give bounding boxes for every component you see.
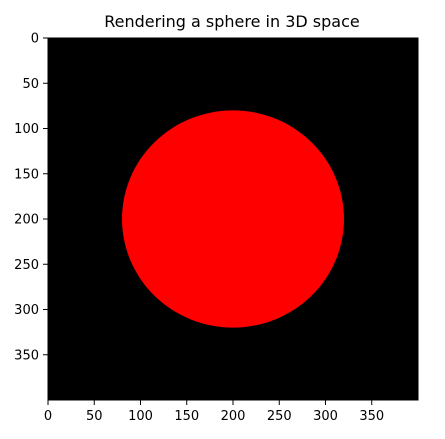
x-tick-label: 250 xyxy=(267,409,292,424)
y-axis: 0 50 100 150 200 250 300 350 xyxy=(14,32,48,363)
x-tick-label: 50 xyxy=(86,409,103,424)
plot-area xyxy=(47,37,419,401)
y-tick-label: 300 xyxy=(14,303,39,318)
y-tick-label: 200 xyxy=(14,213,39,228)
x-tick-label: 150 xyxy=(174,409,199,424)
x-tick-label: 0 xyxy=(44,409,52,424)
y-tick-label: 100 xyxy=(14,122,39,137)
y-tick-label: 250 xyxy=(14,258,39,273)
y-tick-label: 0 xyxy=(31,32,39,47)
x-tick-label: 200 xyxy=(221,409,246,424)
x-axis: 0 50 100 150 200 250 300 350 xyxy=(44,400,384,424)
y-tick-label: 350 xyxy=(14,348,39,363)
sphere xyxy=(122,110,344,328)
x-tick-label: 100 xyxy=(128,409,153,424)
y-tick-label: 150 xyxy=(14,167,39,182)
x-tick-label: 300 xyxy=(313,409,338,424)
x-tick-label: 350 xyxy=(359,409,384,424)
chart-title: Rendering a sphere in 3D space xyxy=(104,12,360,31)
y-tick-label: 50 xyxy=(22,77,39,92)
